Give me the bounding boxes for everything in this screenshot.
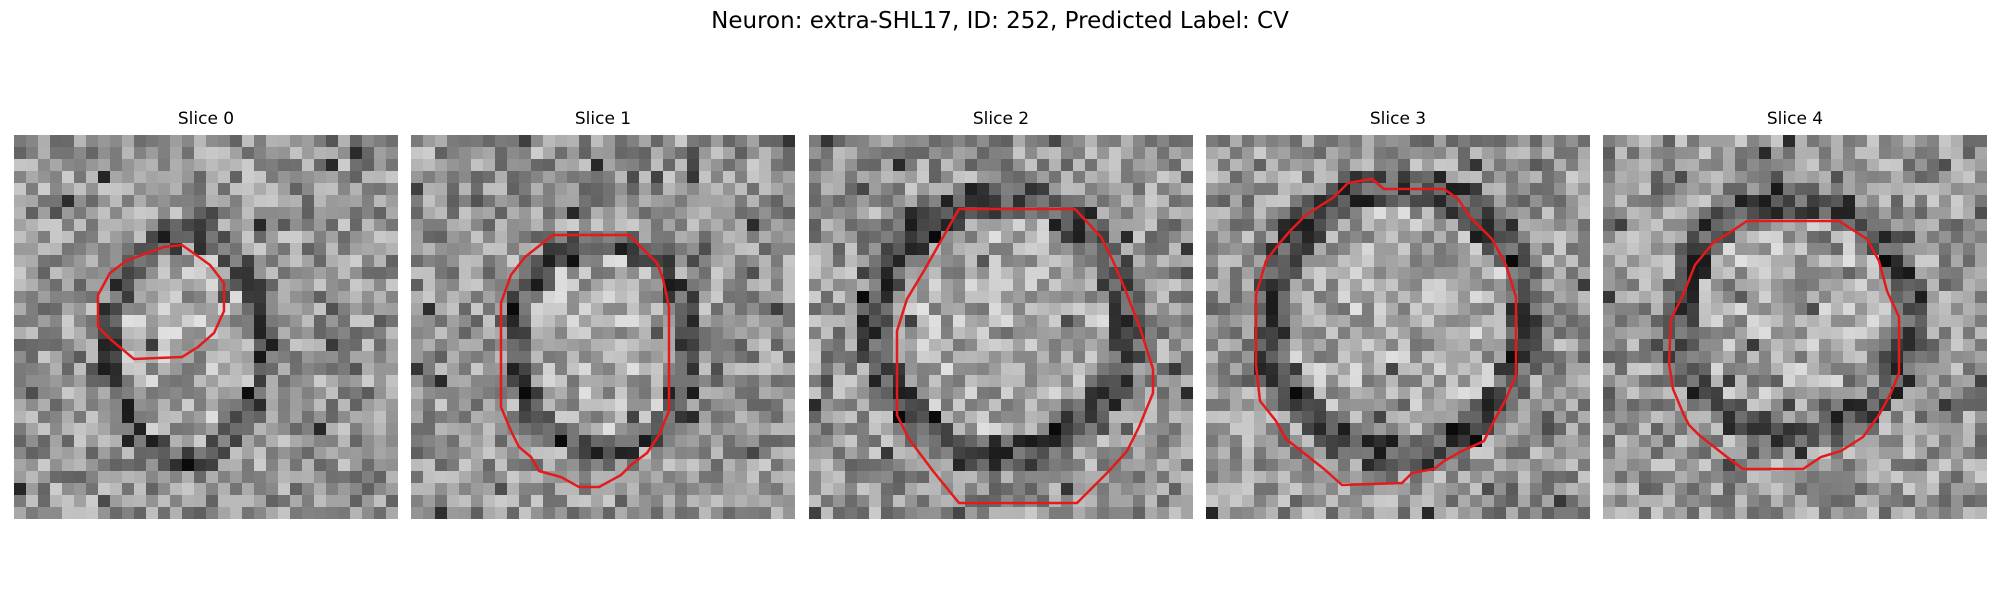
slice-title-0: Slice 0 (14, 109, 398, 129)
slice-svg-2 (809, 135, 1193, 519)
slice-image-2 (809, 135, 1193, 519)
slice-title-3: Slice 3 (1206, 109, 1590, 129)
slice-svg-0 (14, 135, 398, 519)
slice-image-3 (1206, 135, 1590, 519)
segmentation-contour (897, 209, 1153, 503)
slice-title-4: Slice 4 (1603, 109, 1987, 129)
slice-image-4 (1603, 135, 1987, 519)
slice-title-1: Slice 1 (411, 109, 795, 129)
segmentation-contour (501, 235, 669, 487)
slice-svg-3 (1206, 135, 1590, 519)
slice-svg-4 (1603, 135, 1987, 519)
segmentation-contour (1256, 179, 1516, 485)
segmentation-contour (98, 245, 224, 359)
figure-title: Neuron: extra-SHL17, ID: 252, Predicted … (0, 8, 2000, 34)
slice-title-2: Slice 2 (809, 109, 1193, 129)
slice-image-0 (14, 135, 398, 519)
segmentation-contour (1669, 221, 1899, 469)
slice-svg-1 (411, 135, 795, 519)
slice-image-1 (411, 135, 795, 519)
